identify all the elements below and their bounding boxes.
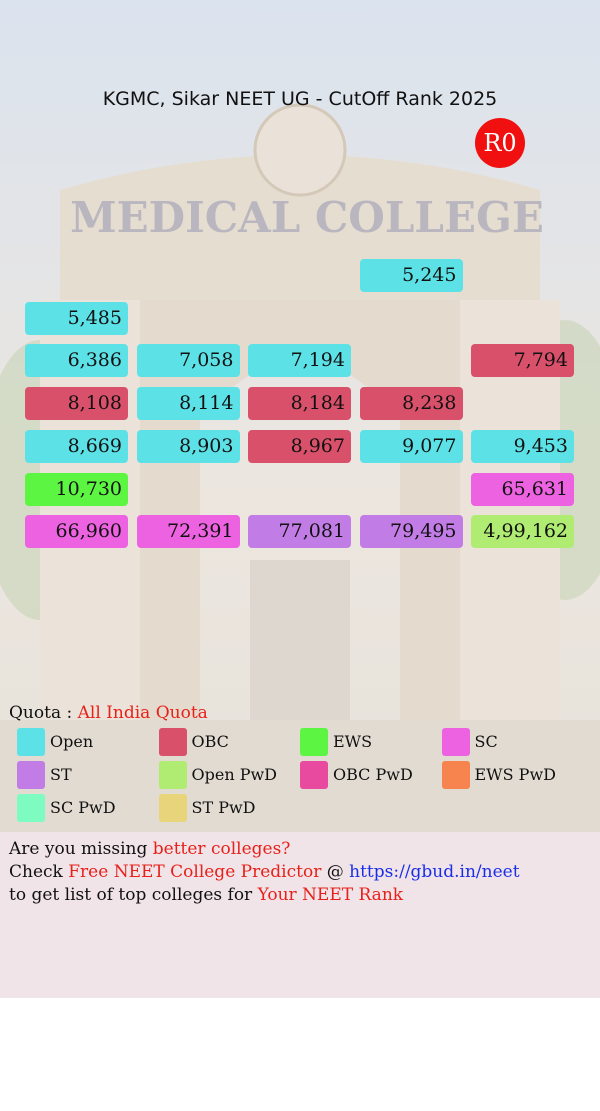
legend-label: OBC — [191, 732, 229, 751]
quota: Quota : All India Quota — [9, 703, 208, 723]
footer-text: Your NEET Rank — [257, 885, 404, 905]
legend-label: EWS PwD — [474, 765, 556, 784]
rank-cell: 7,794 — [471, 344, 574, 378]
rank-cell: 8,184 — [248, 387, 351, 421]
footer-text: to get list of top colleges for — [9, 885, 258, 905]
quota-value: All India Quota — [77, 703, 208, 723]
rank-cell: 4,99,162 — [471, 515, 574, 549]
legend-swatch — [17, 794, 45, 822]
rank-cell: 8,967 — [248, 429, 351, 463]
legend-label: OBC PwD — [333, 765, 413, 784]
legend-swatch — [441, 728, 470, 756]
rank-cell: 5,485 — [25, 301, 128, 335]
legend-swatch — [158, 761, 187, 789]
rank-cell: 8,903 — [136, 429, 240, 463]
footer-text: https://gbud.in/neet — [349, 862, 520, 882]
footer-text: better colleges? — [152, 839, 291, 859]
title: KGMC, Sikar NEET UG - CutOff Rank 2025 — [102, 88, 498, 110]
rank-cell: 8,114 — [136, 387, 240, 421]
rank-cell: 8,108 — [25, 387, 128, 421]
rank-cell: 8,669 — [25, 429, 128, 463]
rank-cell: 7,058 — [136, 344, 240, 378]
legend-swatch — [158, 794, 187, 822]
rank-cell: 9,077 — [359, 429, 463, 463]
background-sign: MEDICAL COLLEGE — [70, 193, 544, 242]
rank-cell: 79,495 — [359, 515, 463, 549]
legend-swatch — [17, 761, 45, 789]
footer-text: Are you missing — [9, 839, 153, 859]
rank-cell: 65,631 — [471, 472, 574, 506]
rank-cell: 6,386 — [25, 344, 128, 378]
legend-label: ST — [50, 765, 72, 784]
footer: Are you missing better colleges? Check Fr… — [0, 832, 600, 998]
footer-text: Check — [9, 862, 69, 882]
legend-label: Open PwD — [191, 765, 278, 784]
legend-label: SC — [474, 732, 498, 751]
rank-cell: 72,391 — [136, 515, 240, 549]
quota-label: Quota : — [9, 703, 73, 723]
rank-cell: 7,194 — [248, 344, 351, 378]
legend-swatch — [158, 728, 187, 756]
legend-swatch — [300, 761, 328, 789]
rank-cell: 66,960 — [25, 515, 128, 549]
footer-line: to get list of top colleges for Your NEE… — [9, 885, 403, 905]
legend-label: ST PwD — [191, 798, 256, 817]
footer-text: Free NEET College Predictor — [68, 862, 322, 882]
legend-swatch — [441, 761, 470, 789]
legend-label: Open — [50, 732, 94, 751]
rank-cell: 9,453 — [471, 429, 574, 463]
rank-cell: 8,238 — [359, 387, 463, 421]
legend-label: EWS — [333, 732, 373, 751]
rank-cell: 77,081 — [248, 515, 351, 549]
footer-line: Check Free NEET College Predictor @ http… — [9, 862, 520, 882]
legend-swatch — [17, 728, 45, 756]
legend-label: SC PwD — [50, 798, 116, 817]
footer-line: Are you missing better colleges? — [9, 839, 290, 859]
rank-cell: 10,730 — [25, 472, 128, 506]
round-badge: R0 — [475, 118, 525, 168]
rank-cell: 5,245 — [359, 259, 463, 292]
legend-swatch — [300, 728, 328, 756]
footer-text: @ — [321, 862, 350, 882]
